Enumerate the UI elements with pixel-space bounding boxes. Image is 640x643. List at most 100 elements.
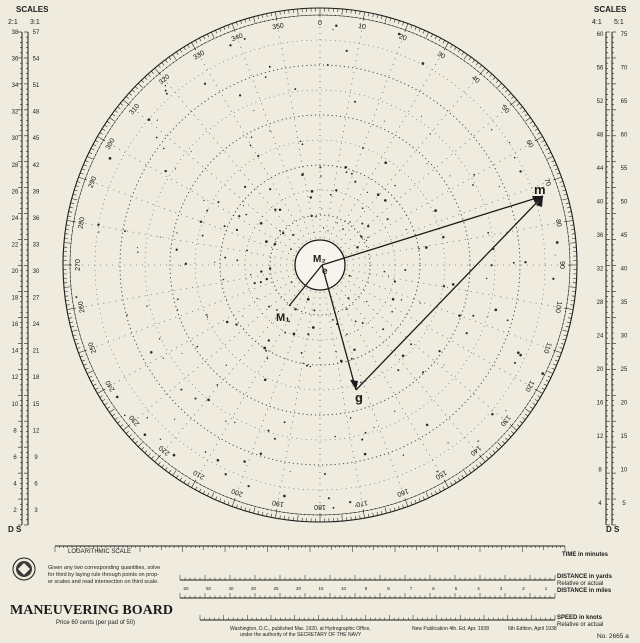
speckle [217, 201, 220, 204]
speckle [422, 371, 425, 374]
speckle [555, 241, 559, 244]
speckle [373, 427, 375, 429]
speckle [349, 417, 352, 419]
speckle [194, 397, 197, 400]
speckle [224, 473, 227, 476]
speckle [334, 435, 337, 438]
speckle [242, 205, 245, 207]
scale-label: 24 [12, 216, 19, 222]
speckle [400, 299, 403, 301]
publication-line-1: Washington, D.C., published Mar. 1920, a… [230, 626, 371, 632]
speckle [508, 141, 511, 144]
speckle [225, 320, 229, 324]
nomogram-number: 9 [365, 586, 368, 591]
speckle [443, 364, 445, 366]
speckle [552, 277, 555, 280]
scale-label: 24 [33, 322, 40, 328]
speckle [442, 285, 446, 288]
vector-g-to-m [355, 195, 544, 391]
speckle [311, 326, 315, 329]
speckle [236, 259, 239, 262]
speckle [361, 438, 364, 441]
speckle [524, 261, 527, 264]
speckle [206, 316, 209, 318]
scale-label: 70 [621, 66, 628, 72]
arrowhead-m [532, 196, 543, 203]
speckle [235, 228, 239, 232]
bearing-label: 330 [192, 50, 206, 62]
scale-label: 48 [597, 133, 604, 139]
speckle [517, 351, 520, 355]
bearing-label: 0 [318, 20, 322, 27]
scale-label: 6 [13, 455, 17, 461]
point-g-label: g [355, 390, 363, 405]
speckle [319, 357, 321, 359]
left-corner-letters: D S [8, 525, 22, 534]
scale-label: 55 [621, 166, 628, 172]
scale-label: 35 [621, 300, 628, 306]
scale-label: 44 [597, 166, 604, 172]
scale-label: 14 [12, 349, 19, 355]
bearing-label: 90 [558, 261, 565, 269]
new-publication: New Publication 4th. Ed. Apr. 1938 [412, 626, 489, 632]
speckle [196, 345, 199, 348]
scale-label: 20 [597, 367, 604, 373]
speckle [249, 144, 252, 147]
nomogram-number: 60 [183, 586, 189, 591]
speckle [384, 161, 388, 165]
scale-label: 18 [33, 375, 40, 381]
time-label: TIME in minutes [562, 552, 609, 558]
speckle [181, 352, 183, 354]
speckle [449, 175, 451, 177]
speckle [487, 231, 490, 234]
speckle [326, 64, 329, 66]
bearing-label: 340 [231, 33, 244, 44]
speckle [494, 308, 498, 312]
scale-label: 28 [12, 163, 19, 169]
speckle [292, 332, 296, 336]
bearing-label: 180 [314, 503, 326, 510]
nomogram-number: 7 [410, 586, 413, 591]
speckle [172, 453, 176, 457]
right-scale-header-4-1: 4:1 [592, 19, 602, 26]
scale-label: 4 [13, 481, 17, 487]
scale-label: 48 [33, 110, 40, 116]
speckle [234, 421, 236, 424]
speckle [253, 110, 255, 112]
speckle [284, 331, 286, 334]
speckle [147, 118, 151, 121]
speckle [199, 220, 203, 224]
speckle [315, 216, 317, 218]
speckle [274, 208, 277, 211]
range-ring [119, 64, 521, 466]
nomogram-scales [179, 575, 556, 621]
speckle [158, 338, 161, 340]
right-scales-label: SCALES [594, 5, 627, 14]
scale-label: 25 [621, 367, 628, 373]
speckle [162, 357, 164, 359]
speckle [405, 228, 407, 231]
scale-label: 45 [621, 233, 628, 239]
distance-yards-label: DISTANCE in yards [557, 574, 613, 580]
side-scale-ticks [18, 31, 616, 526]
speckle [162, 147, 165, 150]
speckle [203, 82, 207, 85]
bearing-label: 290 [88, 176, 99, 189]
bearing-label: 260 [78, 300, 87, 313]
speckle [267, 339, 270, 342]
scale-label: 10 [12, 402, 19, 408]
speckle [554, 254, 556, 256]
speckle [291, 233, 295, 237]
speckle [505, 410, 507, 412]
speckle [143, 433, 147, 437]
speckle [98, 231, 100, 233]
speckle [256, 297, 258, 300]
speckle [267, 429, 270, 432]
bearing-label: 170 [355, 498, 368, 507]
nomogram-number: 4 [477, 586, 480, 591]
board-number: No. 2665 a [597, 633, 629, 640]
speckle [75, 296, 78, 299]
speckle [273, 242, 277, 246]
speckle [347, 297, 350, 300]
speckle [541, 372, 545, 375]
